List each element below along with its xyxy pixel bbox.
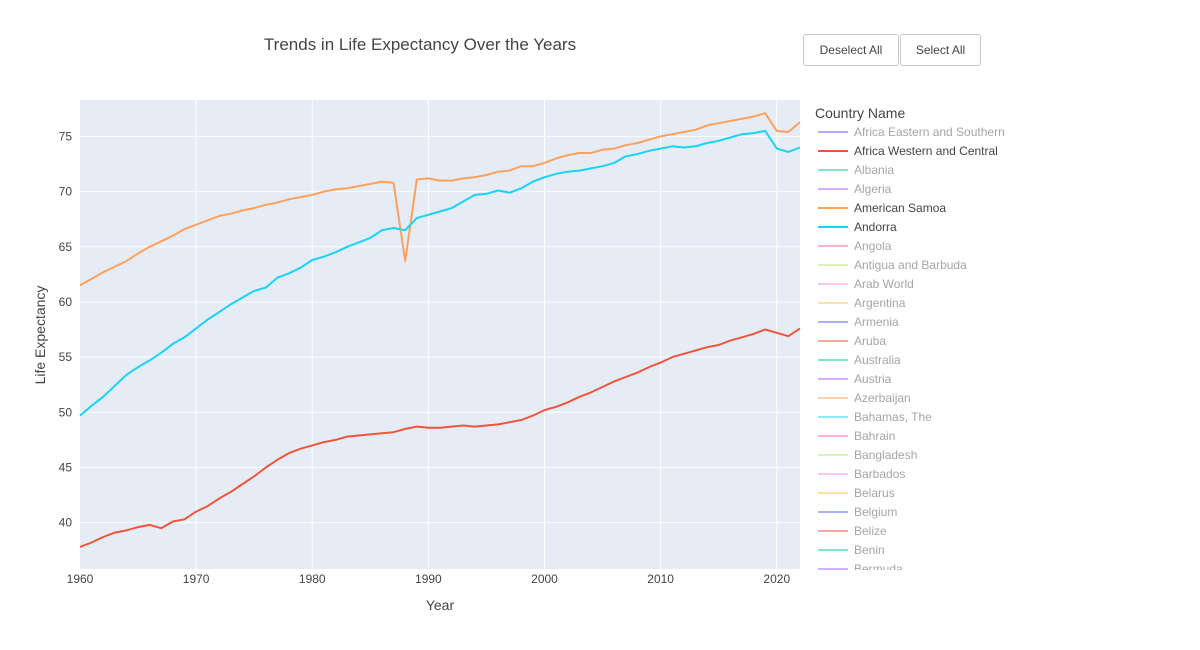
y-gridlines (80, 135, 800, 524)
legend-item-andorra[interactable]: Andorra (818, 220, 897, 234)
legend-item-bahamas-the[interactable]: Bahamas, The (818, 410, 932, 424)
legend-item-africa-eastern-and-southern[interactable]: Africa Eastern and Southern (818, 125, 1005, 139)
chart-title: Trends in Life Expectancy Over the Years (264, 35, 576, 54)
legend-item-barbados[interactable]: Barbados (818, 467, 905, 481)
legend-item-austria[interactable]: Austria (818, 372, 892, 386)
legend-label: Aruba (854, 334, 886, 348)
legend-item-antigua-and-barbuda[interactable]: Antigua and Barbuda (818, 258, 967, 272)
legend-item-azerbaijan[interactable]: Azerbaijan (818, 391, 911, 405)
legend-label: Azerbaijan (854, 391, 911, 405)
x-tick-label: 2000 (531, 572, 558, 586)
y-tick-label: 70 (59, 185, 73, 199)
x-tick-label: 2010 (647, 572, 674, 586)
legend-label: Arab World (854, 277, 914, 291)
legend-label: Benin (854, 543, 885, 557)
legend-label: Bahamas, The (854, 410, 932, 424)
y-tick-label: 60 (59, 295, 73, 309)
legend-item-africa-western-and-central[interactable]: Africa Western and Central (818, 144, 998, 158)
y-tick-label: 50 (59, 405, 73, 419)
legend-label: American Samoa (854, 201, 946, 215)
series-line-american-samoa (79, 112, 801, 287)
legend-label: Belarus (854, 486, 895, 500)
legend-item-argentina[interactable]: Argentina (818, 296, 906, 310)
y-tick-label: 55 (59, 350, 73, 364)
legend-label: Australia (854, 353, 901, 367)
legend-label: Bahrain (854, 429, 895, 443)
legend-item-benin[interactable]: Benin (818, 543, 885, 557)
legend-item-american-samoa[interactable]: American Samoa (818, 201, 946, 215)
legend-item-bahrain[interactable]: Bahrain (818, 429, 895, 443)
legend-label: Belize (854, 524, 887, 538)
legend-item-bermuda[interactable]: Bermuda (818, 562, 903, 576)
legend-item-australia[interactable]: Australia (818, 353, 901, 367)
legend-label: Argentina (854, 296, 906, 310)
y-tick-label: 40 (59, 516, 73, 530)
series-lines (79, 112, 801, 548)
legend-label: Bermuda (854, 562, 903, 576)
x-tick-label: 1970 (183, 572, 210, 586)
legend-item-angola[interactable]: Angola (818, 239, 892, 253)
legend-label: Barbados (854, 467, 905, 481)
legend-label: Austria (854, 372, 892, 386)
legend-item-arab-world[interactable]: Arab World (818, 277, 914, 291)
legend-label: Antigua and Barbuda (854, 258, 967, 272)
legend-label: Angola (854, 239, 892, 253)
legend-item-albania[interactable]: Albania (818, 163, 894, 177)
series-line-africa-western-and-central (79, 327, 801, 548)
legend-label: Africa Western and Central (854, 144, 998, 158)
legend-viewport: Africa Eastern and Southern Africa Wester… (818, 125, 1005, 576)
plot-area (80, 100, 800, 569)
x-tick-label: 1960 (67, 572, 94, 586)
legend-item-belarus[interactable]: Belarus (818, 486, 895, 500)
series-line-andorra (79, 129, 801, 417)
legend-label: Armenia (854, 315, 899, 329)
legend-label: Belgium (854, 505, 897, 519)
y-tick-labels: 40 45 50 55 60 65 70 75 (59, 129, 73, 529)
x-axis-title: Year (426, 597, 455, 613)
y-tick-label: 65 (59, 240, 73, 254)
x-tick-label: 2020 (763, 572, 790, 586)
legend-item-aruba[interactable]: Aruba (818, 334, 886, 348)
y-tick-label: 75 (59, 129, 73, 143)
legend-item-algeria[interactable]: Algeria (818, 182, 892, 196)
legend-title: Country Name (815, 105, 905, 121)
legend-item-belize[interactable]: Belize (818, 524, 887, 538)
legend-item-bangladesh[interactable]: Bangladesh (818, 448, 917, 462)
x-tick-label: 1990 (415, 572, 442, 586)
legend-label: Andorra (854, 220, 897, 234)
x-tick-labels: 1960 1970 1980 1990 2000 2010 2020 (67, 572, 791, 586)
legend: Africa Eastern and Southern Africa Wester… (818, 125, 1005, 576)
select-all-button[interactable]: Select All (900, 34, 981, 66)
legend-label: Bangladesh (854, 448, 917, 462)
y-axis-title: Life Expectancy (32, 286, 48, 385)
legend-label: Africa Eastern and Southern (854, 125, 1005, 139)
legend-item-armenia[interactable]: Armenia (818, 315, 899, 329)
deselect-all-button[interactable]: Deselect All (803, 34, 899, 66)
x-tick-label: 1980 (299, 572, 326, 586)
legend-label: Algeria (854, 182, 892, 196)
legend-label: Albania (854, 163, 894, 177)
legend-item-belgium[interactable]: Belgium (818, 505, 897, 519)
y-tick-label: 45 (59, 460, 73, 474)
